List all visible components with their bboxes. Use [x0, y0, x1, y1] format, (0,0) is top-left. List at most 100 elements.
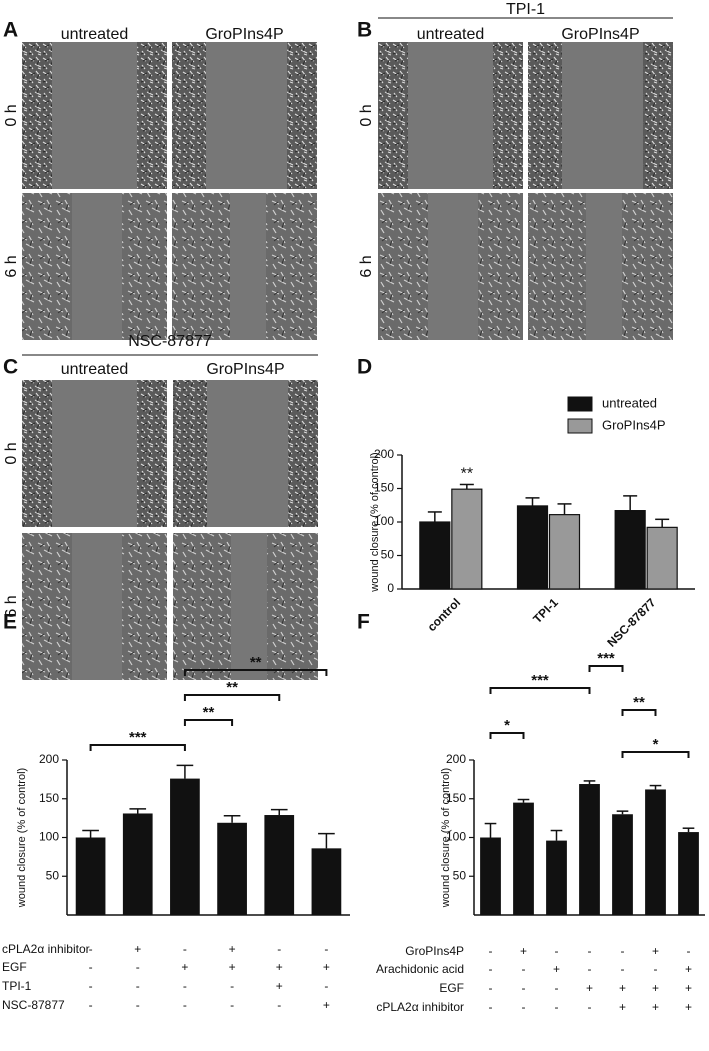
y-tick-label: 100: [374, 514, 394, 528]
condition-value: +: [586, 981, 593, 995]
condition-label: GroPIns4P: [405, 944, 464, 958]
bar: [419, 521, 451, 590]
condition-value: -: [230, 979, 234, 993]
legend-swatch: [567, 396, 593, 412]
condition-value: -: [654, 962, 658, 976]
column-label: GroPIns4P: [206, 361, 284, 378]
bar: [614, 510, 646, 590]
condition-value: -: [555, 981, 559, 995]
condition-value: -: [489, 1000, 493, 1014]
bar: [612, 814, 633, 915]
bar: [264, 815, 295, 915]
row-label: 6 h: [358, 255, 375, 277]
y-tick-label: 50: [381, 548, 395, 562]
y-tick-label: 50: [453, 868, 467, 882]
y-tick-label: 100: [446, 830, 466, 844]
cell-layer: [267, 533, 318, 680]
cell-layer: [122, 533, 167, 680]
condition-value: +: [134, 942, 141, 956]
bar: [646, 526, 678, 590]
row-label: 0 h: [3, 104, 20, 126]
row-label: 6 h: [3, 255, 20, 277]
condition-value: +: [652, 944, 659, 958]
y-tick-label: 200: [39, 752, 59, 766]
y-axis-label: wound closure (% of control): [369, 452, 381, 592]
cell-layer: [173, 380, 207, 527]
cell-layer: [22, 380, 52, 527]
x-tick-label: NSC-87877: [604, 595, 658, 649]
condition-value: -: [183, 979, 187, 993]
condition-value: -: [136, 960, 140, 974]
y-tick-label: 0: [387, 581, 394, 595]
condition-value: -: [89, 942, 93, 956]
condition-label: NSC-87877: [2, 998, 65, 1012]
y-axis-label: wound closure (% of control): [440, 768, 452, 908]
condition-value: +: [553, 962, 560, 976]
bar: [548, 514, 581, 590]
x-tick-label: TPI-1: [530, 595, 561, 626]
cell-layer: [478, 193, 523, 340]
bar: [480, 837, 501, 915]
condition-value: +: [619, 1000, 626, 1014]
bar: [546, 840, 567, 915]
panel-letter: E: [3, 611, 17, 634]
legend-label: untreated: [602, 395, 657, 410]
cell-layer: [287, 42, 317, 189]
condition-value: -: [136, 998, 140, 1012]
bar: [513, 802, 534, 915]
condition-value: +: [276, 979, 283, 993]
condition-value: +: [520, 944, 527, 958]
condition-value: -: [277, 998, 281, 1012]
significance-bracket: [183, 719, 234, 726]
cell-layer: [266, 193, 317, 340]
condition-value: -: [230, 998, 234, 1012]
significance-bracket: [588, 665, 624, 672]
group-label: NSC-87877: [128, 333, 212, 350]
cell-layer: [378, 193, 428, 340]
condition-value: +: [229, 942, 236, 956]
significance-bracket: [489, 687, 591, 694]
significance-label: ***: [129, 729, 147, 746]
condition-value: -: [522, 1000, 526, 1014]
condition-value: +: [652, 981, 659, 995]
condition-value: -: [489, 944, 493, 958]
y-tick-label: 100: [39, 830, 59, 844]
cell-layer: [122, 193, 167, 340]
condition-value: -: [522, 962, 526, 976]
condition-label: cPLA2α inhibitor: [2, 942, 90, 956]
legend-label: GroPIns4P: [602, 417, 666, 432]
cell-layer: [493, 42, 523, 189]
column-label: untreated: [417, 26, 485, 43]
condition-value: +: [323, 998, 330, 1012]
significance-label: ***: [597, 650, 615, 667]
significance-bracket: [89, 744, 186, 751]
bar: [451, 488, 483, 590]
cell-layer: [137, 42, 167, 189]
condition-value: -: [522, 981, 526, 995]
condition-value: +: [181, 960, 188, 974]
x-tick-label: control: [425, 595, 464, 634]
significance-bracket: [621, 751, 690, 758]
y-tick-label: 150: [446, 791, 466, 805]
y-tick-label: 200: [446, 752, 466, 766]
cell-layer: [378, 42, 408, 189]
significance-label: **: [633, 694, 645, 711]
condition-label: Arachidonic acid: [376, 962, 464, 976]
annotation: **: [461, 466, 473, 483]
y-axis-label: wound closure (% of control): [16, 768, 28, 908]
y-tick-label: 200: [374, 447, 394, 461]
condition-value: -: [136, 979, 140, 993]
condition-value: -: [621, 962, 625, 976]
column-label: GroPIns4P: [561, 26, 639, 43]
significance-bracket: [621, 709, 657, 716]
bar: [311, 848, 342, 915]
condition-value: -: [183, 942, 187, 956]
condition-value: +: [323, 960, 330, 974]
condition-value: -: [555, 1000, 559, 1014]
significance-label: **: [250, 654, 262, 671]
condition-value: -: [588, 962, 592, 976]
cell-layer: [22, 42, 52, 189]
significance-label: **: [203, 704, 215, 721]
